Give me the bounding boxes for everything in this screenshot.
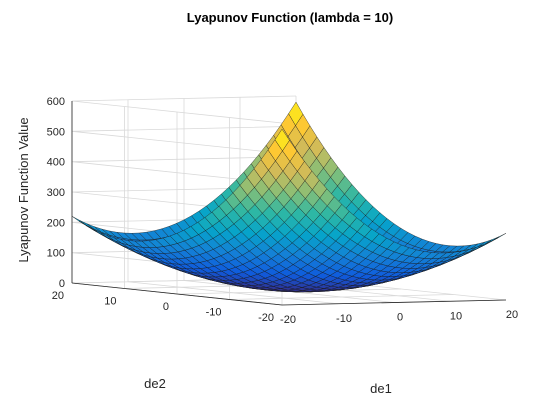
surface-plot [71, 101, 507, 293]
z-tick-label: 200 [47, 217, 65, 229]
x-tick-label: -10 [336, 313, 352, 325]
z-tick-label: 600 [47, 96, 65, 108]
z-tick-label: 400 [47, 157, 65, 169]
y-tick-label: 20 [52, 290, 64, 302]
axis-line [281, 299, 507, 306]
y-tick-label: -20 [258, 312, 274, 324]
z-tick-label: 300 [47, 187, 65, 199]
x-axis-label: de1 [370, 381, 392, 396]
y-tick-label: -10 [206, 307, 222, 319]
surface-cell [274, 128, 290, 152]
y-axis-label: de2 [144, 376, 166, 391]
axis-line [71, 282, 283, 306]
z-axis-label: Lyapunov Function Value [16, 117, 31, 262]
y-tick-label: 10 [104, 296, 116, 308]
z-tick-label: 500 [47, 126, 65, 138]
axis-ticks: -20 -10 0 10 20-20-1001020010020030040050060… [47, 96, 518, 326]
chart-title: Lyapunov Function (lambda = 10) [187, 10, 393, 25]
z-tick-label: 0 [59, 278, 65, 290]
x-tick-label: -20 [280, 314, 296, 326]
y-tick-label: 0 [163, 301, 169, 313]
x-tick-label: 10 [450, 310, 462, 322]
x-tick-label: 0 [397, 312, 403, 324]
x-tick-label: 20 [506, 309, 518, 321]
z-tick-label: 100 [47, 248, 65, 260]
